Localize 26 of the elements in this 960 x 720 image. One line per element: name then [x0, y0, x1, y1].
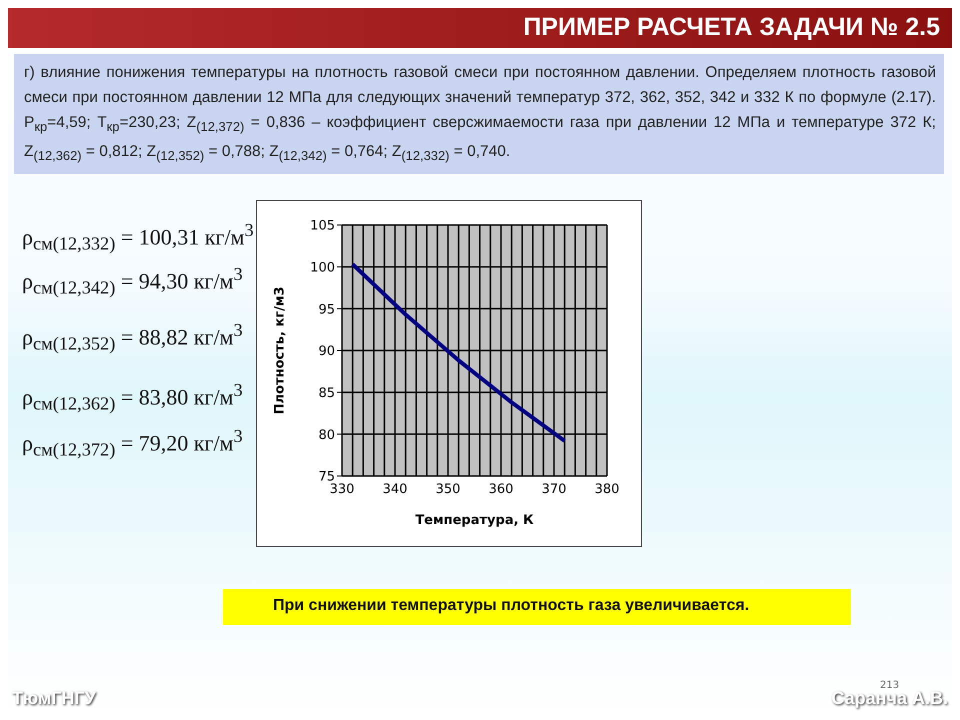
x-tick-label: 360 [488, 482, 514, 498]
text: ρ$_{см(12,352)}$ = 88,82 кг/м$^{3}$ [22, 320, 243, 355]
text: Саранча А.В. [831, 688, 948, 709]
y-tick-label: 95 [318, 302, 335, 318]
x-tick-label: 330 [330, 482, 354, 498]
text: ТюмГНГУ [12, 688, 96, 709]
text: ρ$_{см(12,372)}$ = 79,20 кг/м$^{3}$ [22, 426, 243, 461]
x-tick-label: 340 [382, 482, 408, 498]
x-tick-label: 380 [594, 482, 620, 498]
text: ρ$_{см(12,332)}$ = 100,31 кг/м$^{3}$ [22, 220, 254, 255]
text: ПРИМЕР РАСЧЕТА ЗАДАЧИ № 2.5 [523, 13, 940, 42]
y-tick-label: 80 [318, 428, 335, 443]
x-tick-label: 370 [542, 482, 566, 498]
y-tick-label: 85 [318, 386, 335, 401]
text: При снижении температуры плотность газа увеличивается. [223, 589, 851, 625]
text: ρ$_{см(12,362)}$ = 83,80 кг/м$^{3}$ [22, 380, 243, 415]
text: ρ$_{см(12,342)}$ = 94,30 кг/м$^{3}$ [22, 264, 243, 299]
line-series [350, 262, 567, 443]
x-tick-label: 350 [436, 482, 460, 498]
y-tick-label: 105 [310, 218, 335, 234]
x-axis-title: Температура, К [415, 513, 534, 528]
text: г) влияние понижения температуры на плотность газовой смеси при постоянном давлении. Определяем плотность газовой смеси при постоянном давлении 12 МПа для следующих значений температур 372, 362, 352, 342 и 332 К по формуле (2.17). P$_{кр}$=4,59; T$_{кр}$=230,23; Z$_{(12,372)}$ = 0,836 – коэффициент сверсжимаемости газа при давлении 12 МПа и температуре 372 К; Z$_{(12,362)}$ = 0,812; Z$_{(12,352)}$ = 0,788; Z$_{(12,342)}$ = 0,764; Z$_{(12,332)}$ = 0,740. [24, 64, 936, 164]
y-tick-label: 90 [318, 344, 335, 360]
y-tick-label: 100 [310, 260, 335, 276]
text: 213 [880, 680, 900, 691]
y-axis-title: Плотность, кг/м3 [272, 286, 288, 414]
